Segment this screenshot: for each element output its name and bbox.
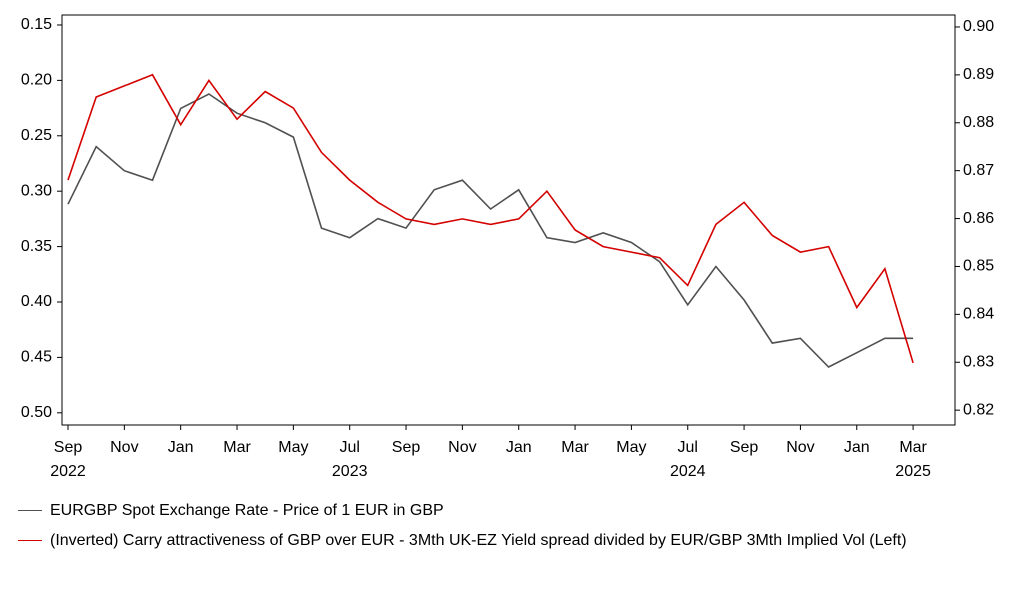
y2-tick-label: 0.86 [963, 210, 994, 227]
y2-tick-label: 0.83 [963, 353, 994, 370]
y2-tick-label: 0.85 [963, 258, 994, 275]
x-tick-label: Jan [506, 439, 532, 456]
y-tick-label: 0.15 [21, 16, 52, 33]
x-tick-label: Sep [54, 439, 83, 456]
x-tick-label: Jan [844, 439, 870, 456]
legend-label: EURGBP Spot Exchange Rate - Price of 1 E… [50, 502, 444, 519]
y-tick-label: 0.50 [21, 404, 52, 421]
plot-frame [61, 14, 956, 426]
y-tick-label: 0.25 [21, 127, 52, 144]
y-tick-label: 0.40 [21, 293, 52, 310]
x-tick-label: Nov [786, 439, 814, 456]
chart: 0.15 0.20 0.25 0.30 0.35 0.40 0.45 0.50 0.82 0.83… [21, 14, 994, 480]
legend-entry: (Inverted) Carry attractiveness of GBP o… [18, 530, 907, 551]
y2-tick-label: 0.87 [963, 162, 994, 179]
y2-tick-label: 0.88 [963, 114, 994, 131]
legend-label: (Inverted) Carry attractiveness of GBP o… [50, 532, 907, 549]
x-tick-label: May [616, 439, 646, 456]
legend-swatch [18, 540, 42, 541]
x-tick-label: Mar [899, 439, 927, 456]
x-tick-label: Jan [168, 439, 194, 456]
legend: EURGBP Spot Exchange Rate - Price of 1 E… [18, 500, 907, 560]
y2-tick-label: 0.84 [963, 306, 994, 323]
x-tick-label: Jul [339, 439, 359, 456]
y-tick-label: 0.45 [21, 349, 52, 366]
x-tick-label: Nov [110, 439, 138, 456]
y-tick-label: 0.35 [21, 238, 52, 255]
x-tick-label: Sep [730, 439, 759, 456]
legend-entry: EURGBP Spot Exchange Rate - Price of 1 E… [18, 500, 907, 521]
y2-tick-label: 0.90 [963, 18, 994, 35]
legend-swatch [18, 510, 42, 511]
x-year-label: 2025 [895, 463, 931, 480]
series-line [67, 73, 914, 364]
x-tick-label: May [278, 439, 308, 456]
y2-tick-label: 0.89 [963, 66, 994, 83]
x-year-label: 2022 [50, 463, 86, 480]
y-tick-label: 0.30 [21, 182, 52, 199]
x-year-label: 2023 [332, 463, 368, 480]
x-year-label: 2024 [670, 463, 706, 480]
x-tick-label: Mar [223, 439, 251, 456]
y2-tick-label: 0.82 [963, 401, 994, 418]
y-tick-label: 0.20 [21, 72, 52, 89]
x-tick-label: Nov [448, 439, 476, 456]
series-line [67, 93, 914, 368]
x-tick-label: Sep [392, 439, 421, 456]
x-tick-label: Mar [561, 439, 589, 456]
x-tick-label: Jul [678, 439, 698, 456]
